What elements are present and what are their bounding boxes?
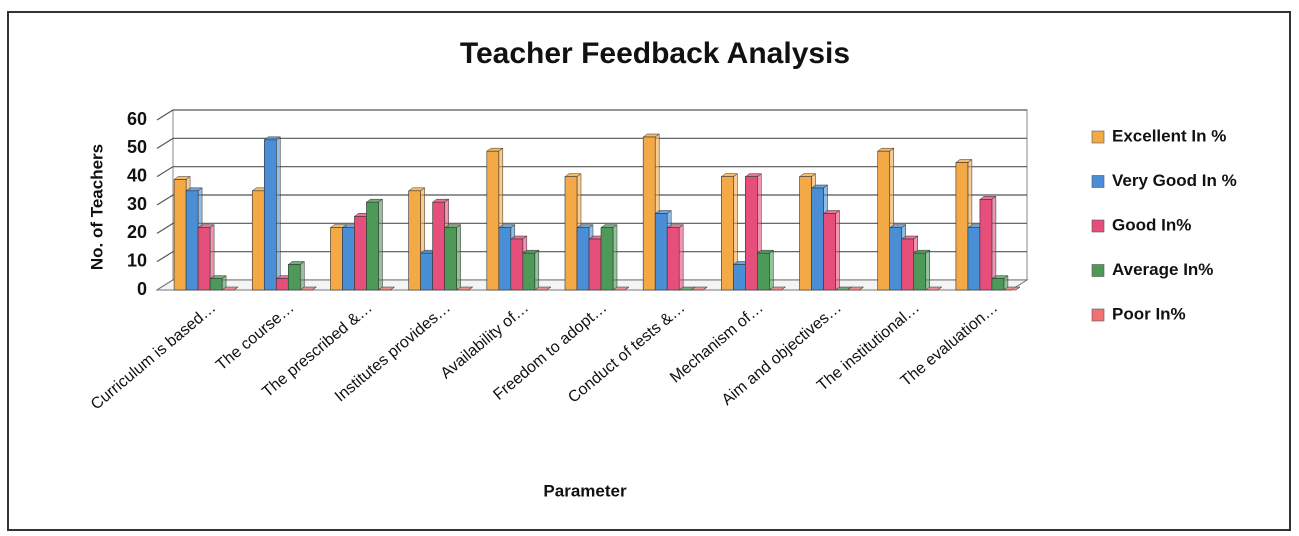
grid-line bbox=[156, 222, 1027, 234]
bar bbox=[263, 139, 277, 291]
bar bbox=[654, 213, 668, 291]
bar bbox=[564, 176, 578, 291]
legend-label: Average In% bbox=[1112, 260, 1213, 279]
bar bbox=[745, 176, 758, 291]
bar bbox=[420, 252, 433, 291]
bar bbox=[251, 190, 265, 291]
bar bbox=[432, 201, 445, 291]
bar bbox=[757, 252, 770, 291]
bar bbox=[600, 227, 614, 291]
legend-label: Good In% bbox=[1112, 215, 1191, 234]
legend-label: Very Good In % bbox=[1112, 171, 1237, 190]
legend-swatch bbox=[1091, 264, 1105, 277]
bar-side bbox=[769, 249, 774, 291]
bar bbox=[721, 176, 734, 291]
bar-side bbox=[835, 210, 840, 291]
bar bbox=[991, 278, 1005, 291]
bar-top bbox=[377, 286, 396, 291]
bar-top bbox=[534, 286, 552, 291]
y-tick-label: 30 bbox=[127, 194, 147, 214]
bar bbox=[733, 264, 746, 291]
bar-side bbox=[925, 249, 930, 291]
legend-swatch bbox=[1091, 219, 1105, 233]
bar bbox=[811, 187, 824, 291]
bar-side bbox=[378, 198, 383, 291]
bar-top bbox=[1003, 286, 1021, 291]
y-tick-label: 10 bbox=[127, 250, 147, 270]
bar bbox=[979, 199, 993, 291]
y-tick-label: 0 bbox=[137, 279, 147, 299]
grid-line bbox=[156, 109, 1027, 121]
y-tick-label: 50 bbox=[127, 137, 147, 157]
bar-top bbox=[690, 286, 708, 291]
bar bbox=[330, 227, 343, 291]
bar bbox=[342, 227, 355, 291]
bar bbox=[366, 201, 379, 291]
bar bbox=[408, 190, 421, 291]
legend-swatch bbox=[1091, 308, 1105, 322]
grid-line bbox=[156, 194, 1027, 206]
chart-title: Teacher Feedback Analysis bbox=[460, 37, 850, 70]
bar bbox=[799, 176, 812, 291]
bar bbox=[823, 213, 836, 291]
bar bbox=[913, 252, 927, 291]
legend-swatch bbox=[1091, 175, 1105, 188]
bar bbox=[209, 278, 223, 291]
bar bbox=[967, 227, 981, 291]
grid-line bbox=[156, 166, 1027, 178]
bar-side bbox=[678, 224, 684, 291]
x-axis-title: Parameter bbox=[543, 481, 627, 500]
grid-line bbox=[156, 137, 1027, 149]
legend-label: Excellent In % bbox=[1112, 126, 1226, 145]
y-tick-label: 40 bbox=[127, 165, 147, 185]
bar bbox=[642, 136, 656, 291]
bar bbox=[287, 264, 301, 291]
bar bbox=[444, 227, 457, 291]
grid-line bbox=[156, 251, 1027, 263]
bar bbox=[275, 278, 289, 291]
legend-label: Poor In% bbox=[1112, 304, 1186, 323]
bar-side bbox=[612, 224, 618, 291]
bar-top bbox=[221, 286, 239, 291]
bar bbox=[197, 227, 211, 291]
bar bbox=[486, 150, 500, 291]
bar-top bbox=[455, 286, 474, 291]
bar bbox=[576, 227, 590, 291]
bar bbox=[588, 238, 602, 291]
y-tick-label: 60 bbox=[127, 109, 147, 129]
bar-side bbox=[534, 249, 540, 291]
y-tick-label: 20 bbox=[127, 222, 147, 242]
bar bbox=[510, 238, 524, 291]
bar-top bbox=[612, 286, 630, 291]
bar bbox=[877, 150, 891, 291]
bar-side bbox=[456, 224, 461, 291]
bar bbox=[522, 252, 536, 291]
bar-side bbox=[276, 136, 281, 291]
bar bbox=[185, 190, 199, 291]
bar bbox=[666, 227, 680, 291]
bar bbox=[354, 216, 367, 291]
bar bbox=[955, 162, 969, 291]
y-axis-title: No. of Teachers bbox=[87, 144, 106, 270]
bar bbox=[901, 238, 915, 291]
bar-top bbox=[299, 286, 318, 291]
bar bbox=[173, 179, 187, 291]
legend-swatch bbox=[1091, 130, 1105, 144]
bar bbox=[498, 227, 512, 291]
bar-top bbox=[924, 286, 943, 291]
bar-top bbox=[846, 286, 865, 291]
bar bbox=[889, 227, 903, 291]
bar-side bbox=[300, 261, 305, 291]
bar-top bbox=[768, 286, 787, 291]
